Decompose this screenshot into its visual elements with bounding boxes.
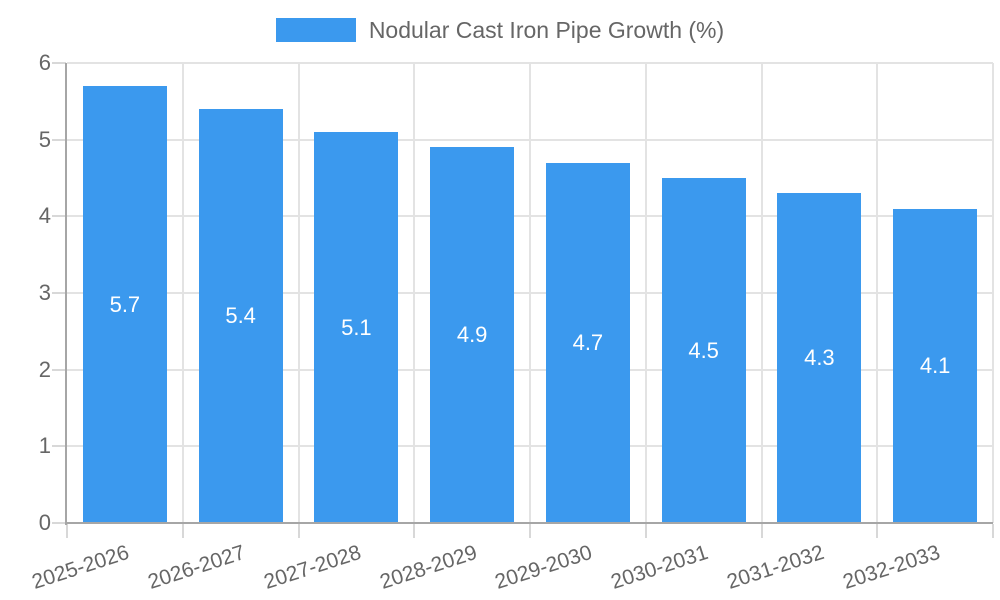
y-tick-mark — [52, 445, 66, 448]
x-tick-mark — [181, 524, 184, 538]
bar-value-label: 5.4 — [225, 303, 256, 328]
x-tick-mark — [760, 524, 763, 538]
y-axis-tick-label: 5 — [38, 126, 51, 152]
x-axis-tick-label: 2032-2033 — [839, 540, 943, 594]
x-tick-mark — [529, 524, 531, 538]
x-axis-tick-label: 2028-2029 — [376, 540, 480, 594]
x-tick-mark — [66, 524, 68, 538]
x-axis-tick-label: 2027-2028 — [261, 540, 364, 594]
bar — [430, 147, 515, 523]
bar-value-label: 4.9 — [456, 322, 488, 348]
x-axis-line — [65, 522, 993, 524]
y-axis-tick-label: 6 — [38, 50, 51, 75]
y-tick-mark — [52, 292, 66, 294]
legend-label: Nodular Cast Iron Pipe Growth (%) — [368, 17, 725, 43]
bar — [545, 162, 630, 523]
x-axis-tick-label: 2030-2031 — [608, 540, 712, 594]
bar — [893, 208, 978, 523]
y-tick-mark — [52, 368, 66, 371]
bar — [82, 86, 167, 523]
gridline-vertical — [760, 63, 763, 523]
bar-value-label: 5.1 — [341, 314, 372, 340]
x-axis-tick-label: 2029-2030 — [492, 540, 596, 594]
legend[interactable]: Nodular Cast Iron Pipe Growth (%) — [0, 16, 1000, 44]
x-tick-mark — [876, 524, 879, 538]
x-tick-mark — [644, 524, 647, 538]
gridline-vertical — [644, 63, 647, 523]
bar — [661, 178, 746, 523]
bar-value-label: 4.7 — [572, 329, 604, 355]
bar-value-label: 4.5 — [688, 337, 719, 363]
x-axis-tick-label: 2031-2032 — [724, 540, 827, 594]
y-tick-mark — [52, 522, 66, 524]
y-axis-tick-label: 2 — [38, 356, 51, 382]
y-axis-tick-label: 1 — [38, 433, 51, 459]
bar-value-label: 4.1 — [919, 352, 951, 378]
x-tick-mark — [992, 524, 994, 538]
y-tick-mark — [52, 62, 66, 64]
bar — [314, 132, 399, 523]
bar-value-label: 4.3 — [804, 345, 835, 371]
y-axis-tick-label: 0 — [38, 510, 51, 535]
gridline-vertical — [529, 63, 531, 523]
gridline-vertical — [181, 63, 184, 523]
gridline-vertical — [413, 63, 416, 523]
legend-swatch — [275, 18, 356, 42]
x-tick-mark — [413, 524, 416, 538]
y-tick-mark — [52, 138, 66, 141]
bar — [777, 193, 862, 523]
y-axis-tick-label: 4 — [38, 203, 51, 229]
x-axis-tick-label: 2025-2026 — [29, 540, 133, 594]
bar-value-label: 5.7 — [109, 291, 141, 317]
x-tick-mark — [297, 524, 300, 538]
gridline-vertical — [876, 63, 879, 523]
gridline-vertical — [992, 63, 994, 523]
y-tick-mark — [52, 215, 66, 218]
bar — [198, 109, 283, 523]
y-axis-tick-label: 3 — [38, 280, 51, 305]
y-axis-line — [65, 63, 67, 525]
gridline-vertical — [297, 63, 300, 523]
x-axis-tick-label: 2026-2027 — [145, 540, 249, 594]
